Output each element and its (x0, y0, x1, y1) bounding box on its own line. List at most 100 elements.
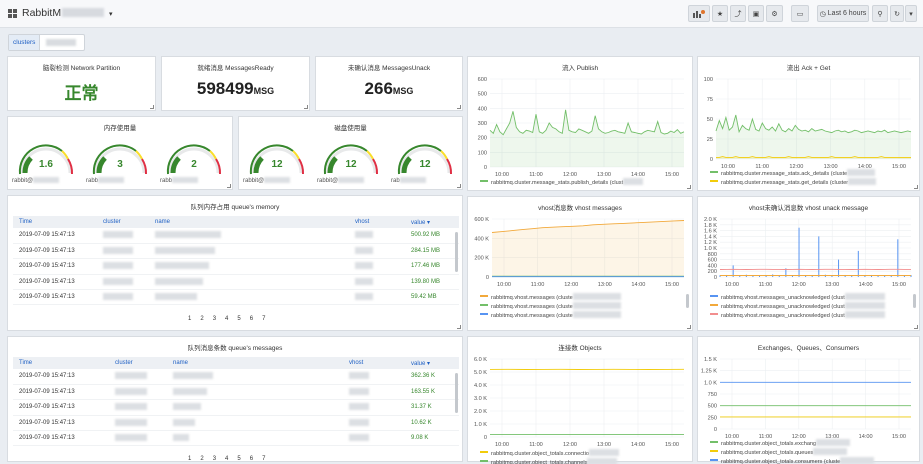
gauge-label: rabbit@ (243, 177, 291, 184)
x-tick-label: 12:00 (563, 172, 577, 178)
cell-value: 362.36 K (405, 369, 459, 385)
time-picker-button[interactable]: ◷ Last 6 hours (817, 5, 869, 22)
legend-item[interactable]: rabbitmq.vhost.messages_unacknowledged (… (710, 302, 885, 311)
table-row[interactable]: 2019-07-09 15:47:13 139.80 MB (13, 274, 459, 291)
ack-get-graph-panel[interactable]: 流出 Ack + Get 0 25 50 75 100 10:00 11:00 12:00 13… (697, 56, 920, 191)
page-link[interactable]: 5 (237, 316, 241, 322)
legend-item[interactable]: rabbitmq.cluster.object_totals.consumers… (710, 457, 875, 464)
dashboard-title[interactable]: RabbitM ▾ (8, 7, 113, 19)
page-link[interactable]: 6 (249, 316, 254, 322)
legend-item[interactable]: rabbitmq.vhost.messages (cluste (480, 302, 621, 311)
table-row[interactable]: 2019-07-09 15:47:13 362.36 K (13, 369, 459, 385)
page-link[interactable]: 1 (188, 316, 192, 322)
x-tick-label: 14:00 (631, 442, 645, 448)
page-link[interactable]: 6 (249, 456, 254, 462)
disk-usage-panel[interactable]: 磁盘使用量 12 rabbit@ 12 rabbit@ 12 rab (238, 116, 463, 190)
template-variable-clusters[interactable]: clusters (8, 34, 86, 51)
legend-swatch (480, 451, 488, 453)
refresh-button[interactable]: ↻ (890, 5, 904, 22)
stat-panel-messages-unack[interactable]: 未确认消息 MessagesUnack 266MSG (315, 56, 463, 111)
legend-item[interactable]: rabbitmq.cluster.object_totals.channels (480, 458, 619, 464)
legend-item[interactable]: rabbitmq.vhost.messages (cluste (480, 311, 621, 320)
page-link[interactable]: 2 (200, 316, 204, 322)
page-link[interactable]: 7 (262, 316, 266, 322)
page-link[interactable]: 4 (225, 316, 229, 322)
cell-name (167, 399, 343, 416)
memory-usage-panel[interactable]: 内存使用量 1.6 rabbit@ 3 rabb 2 rabb (7, 116, 233, 190)
objects-graph-panel[interactable]: 连接数 Objects 0 1.0 K 2.0 K 3.0 K 4.0 K 5.0 K 6.… (467, 336, 693, 464)
legend-scrollbar[interactable] (686, 294, 689, 308)
column-header-value[interactable]: value ▾ (405, 216, 459, 228)
legend-item[interactable]: rabbitmq.vhost.messages_unacknowledged (… (710, 311, 885, 320)
save-button[interactable]: ▣ (748, 5, 764, 22)
legend-item[interactable]: rabbitmq.cluster.message_stats.publish_d… (480, 178, 644, 187)
share-icon: ⤴ (734, 10, 742, 18)
stat-panel-messages-ready[interactable]: 就绪消息 MessagesReady 598499MSG (161, 56, 310, 111)
page-link[interactable]: 3 (212, 456, 217, 462)
page-link[interactable]: 2 (200, 456, 204, 462)
legend-item[interactable]: rabbitmq.vhost.messages_unacknowledged (… (710, 293, 885, 302)
legend-scrollbar[interactable] (913, 294, 916, 308)
cell-time: 2019-07-09 15:47:13 (13, 384, 109, 401)
gauge-arc (249, 144, 305, 175)
cell-time: 2019-07-09 15:47:13 (13, 228, 97, 244)
publish-graph-panel[interactable]: 流入 Publish 0 100 200 300 400 500 600 10:00 11:00… (467, 56, 693, 191)
y-tick-label: 1.0 K (474, 422, 487, 428)
queue-messages-table-panel[interactable]: 队列消息条数 queue's messages Time cluster nam… (7, 336, 463, 462)
variable-value-select[interactable] (40, 35, 84, 50)
column-header-name[interactable]: name (149, 216, 349, 228)
column-header-name[interactable]: name (167, 357, 343, 369)
page-link[interactable]: 5 (237, 456, 241, 462)
exchanges-queues-consumers-graph-panel[interactable]: Exchanges、Queues、Consumers 0 250 500 750 1.0… (697, 336, 920, 464)
table-scrollbar[interactable] (455, 373, 458, 413)
vhost-unack-graph-panel[interactable]: vhost未确认消息数 vhost unack message 0 200 400 6… (697, 196, 920, 331)
gauge-arc (397, 144, 453, 175)
series-line (716, 156, 911, 158)
legend-item[interactable]: rabbitmq.cluster.message_stats.get_detai… (710, 178, 877, 187)
share-button[interactable]: ⤴ (730, 5, 746, 22)
y-tick-label: 2.0 K (704, 217, 717, 223)
y-tick-label: 3.0 K (474, 396, 487, 402)
gauge-label: rabbit@ (317, 177, 365, 184)
legend-item[interactable]: rabbitmq.cluster.object_totals.queues (710, 448, 874, 457)
table-row[interactable]: 2019-07-09 15:47:13 31.37 K (13, 399, 459, 416)
star-button[interactable]: ★ (712, 5, 728, 22)
column-header-time[interactable]: Time (13, 216, 97, 228)
y-tick-label: 25 (707, 137, 713, 143)
cell-value: 500.92 MB (405, 228, 459, 244)
legend-item[interactable]: rabbitmq.vhost.messages (cluste (480, 293, 621, 302)
legend-swatch (480, 313, 488, 315)
table-row[interactable]: 2019-07-09 15:47:13 10.62 K (13, 415, 459, 432)
page-link[interactable]: 1 (188, 456, 192, 462)
column-header-vhost[interactable]: vhost (343, 357, 405, 369)
settings-button[interactable]: ⚙ (766, 5, 783, 22)
zoom-out-button[interactable]: ⚲ (872, 5, 888, 22)
tv-mode-button[interactable]: ▭ (791, 5, 809, 22)
legend-item[interactable]: rabbitmq.cluster.object_totals.connectio (480, 449, 619, 458)
add-panel-button[interactable] (688, 5, 710, 22)
table-row[interactable]: 2019-07-09 15:47:13 500.92 MB (13, 228, 459, 244)
table-row[interactable]: 2019-07-09 15:47:13 177.46 MB (13, 258, 459, 275)
stat-panel-network-partition[interactable]: 脑裂检测 Network Partition 正常 (7, 56, 156, 111)
refresh-interval-dropdown[interactable]: ▾ (905, 5, 917, 22)
table-row[interactable]: 2019-07-09 15:47:13 59.42 MB (13, 289, 459, 306)
queue-memory-table-panel[interactable]: 队列内存占用 queue's memory Time cluster name … (7, 195, 463, 331)
table-row[interactable]: 2019-07-09 15:47:13 9.08 K (13, 430, 459, 447)
table-row[interactable]: 2019-07-09 15:47:13 284.15 MB (13, 243, 459, 260)
x-tick-label: 12:00 (792, 434, 806, 440)
column-header-vhost[interactable]: vhost (349, 216, 405, 228)
gauge-label: rab (391, 177, 426, 184)
column-header-cluster[interactable]: cluster (97, 216, 149, 228)
column-header-cluster[interactable]: cluster (109, 357, 167, 369)
page-link[interactable]: 3 (212, 316, 217, 322)
column-header-time[interactable]: Time (13, 357, 109, 369)
page-link[interactable]: 4 (225, 456, 229, 462)
table-row[interactable]: 2019-07-09 15:47:13 163.55 K (13, 384, 459, 401)
page-link[interactable]: 7 (262, 456, 266, 462)
vhost-messages-graph-panel[interactable]: vhost消息数 vhost messages 0 200 K 400 K 600 K… (467, 196, 693, 331)
column-header-value[interactable]: value ▾ (405, 357, 459, 369)
legend-item[interactable]: rabbitmq.cluster.message_stats.ack_detai… (710, 169, 876, 178)
table-scrollbar[interactable] (455, 232, 458, 272)
cell-vhost (343, 369, 405, 385)
legend-item[interactable]: rabbitmq.cluster.object_totals.exchang (710, 439, 874, 448)
